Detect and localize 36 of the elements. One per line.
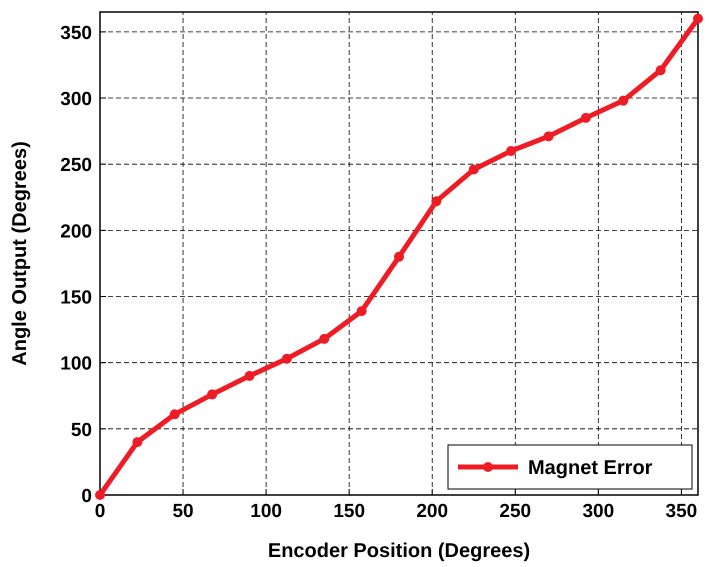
legend-label: Magnet Error bbox=[528, 457, 653, 479]
x-tick-label: 0 bbox=[94, 501, 106, 522]
point bbox=[693, 14, 703, 24]
x-tick-label: 350 bbox=[666, 501, 698, 522]
y-axis-title: Angle Output (Degrees) bbox=[9, 141, 31, 366]
point bbox=[656, 65, 666, 76]
point bbox=[356, 306, 367, 316]
point bbox=[170, 409, 180, 420]
point bbox=[282, 354, 292, 364]
point bbox=[431, 196, 442, 206]
x-tick-label: 200 bbox=[416, 501, 448, 522]
y-tick-label: 150 bbox=[60, 288, 92, 309]
point bbox=[468, 164, 479, 174]
y-tick-label: 50 bbox=[70, 420, 92, 441]
y-tick-label: 200 bbox=[60, 221, 92, 242]
point bbox=[580, 112, 591, 123]
point bbox=[618, 96, 628, 106]
x-tick-label: 300 bbox=[582, 501, 614, 522]
point bbox=[95, 490, 105, 500]
point bbox=[207, 389, 218, 400]
point bbox=[394, 252, 404, 262]
x-tick-label: 150 bbox=[333, 501, 366, 522]
y-tick-label: 300 bbox=[60, 89, 92, 110]
x-axis-title: Encoder Position (Degrees) bbox=[268, 540, 530, 562]
point bbox=[132, 437, 142, 448]
y-tick-label: 350 bbox=[60, 22, 92, 44]
y-tick-label: 100 bbox=[60, 354, 92, 375]
x-tick-label: 250 bbox=[499, 501, 532, 522]
y-tick-label: 250 bbox=[60, 155, 92, 176]
y-tick-label: 0 bbox=[81, 486, 92, 507]
point bbox=[319, 334, 330, 344]
x-tick-label: 100 bbox=[250, 501, 282, 522]
point bbox=[506, 146, 516, 156]
x-tick-label: 50 bbox=[172, 501, 194, 522]
point bbox=[544, 131, 554, 142]
point bbox=[244, 370, 254, 381]
